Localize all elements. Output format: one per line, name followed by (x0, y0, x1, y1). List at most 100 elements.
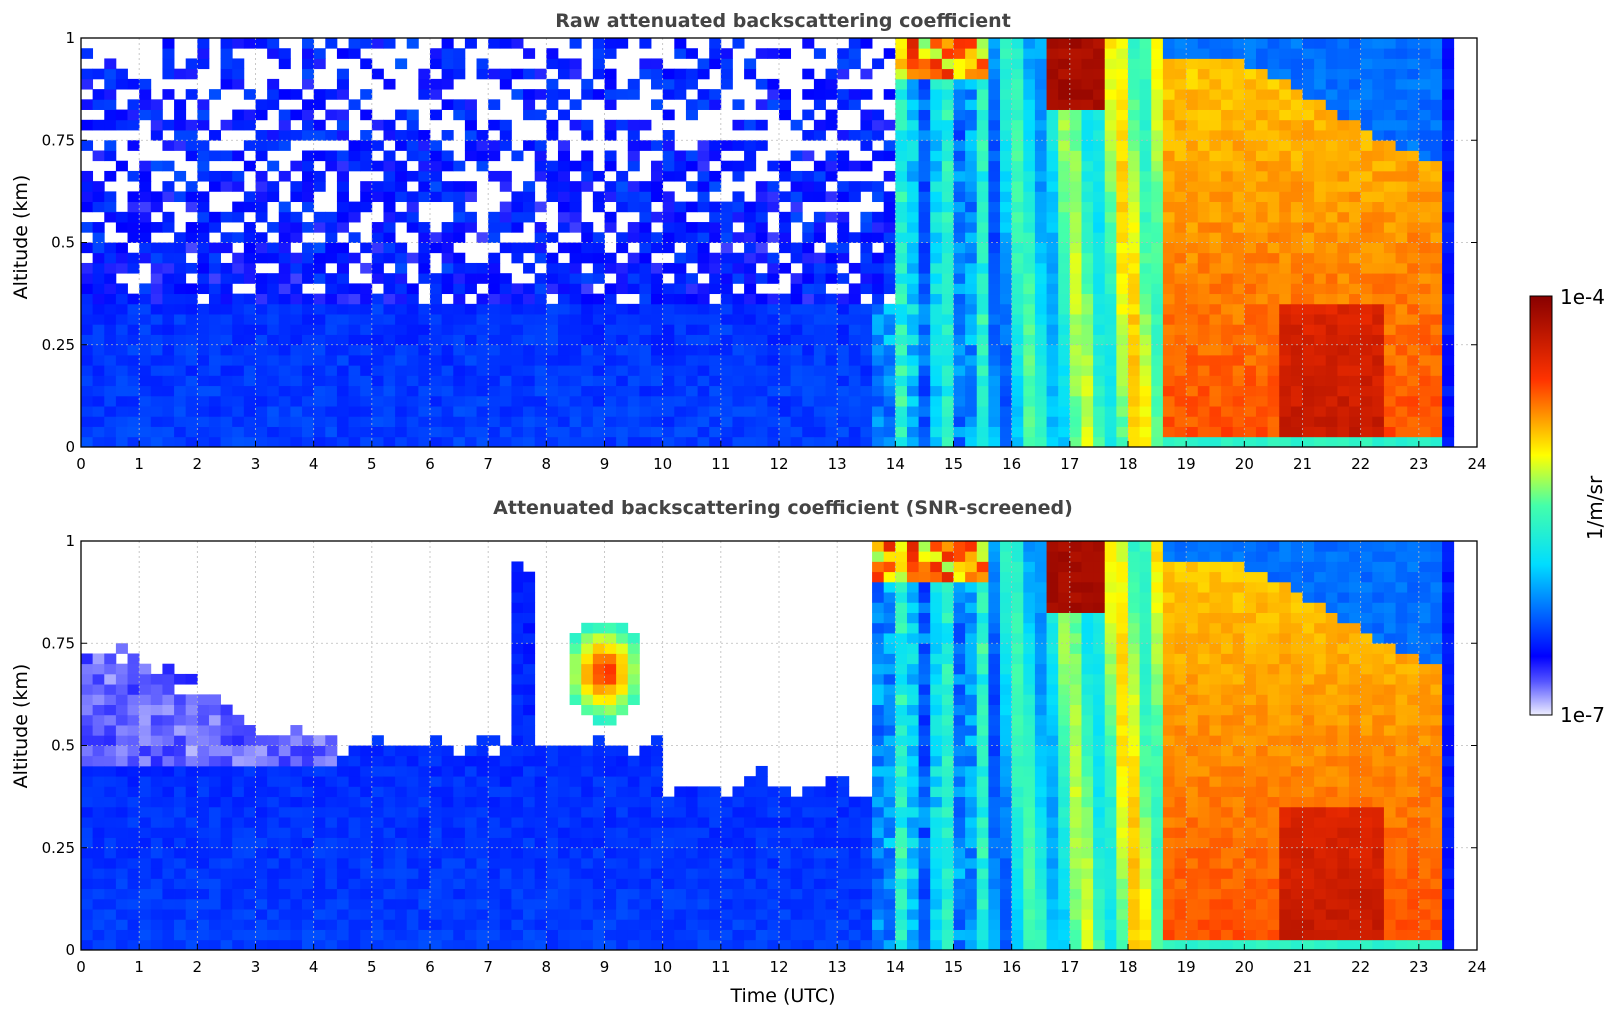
heatmap-cell (162, 786, 175, 798)
heatmap-cell (988, 242, 1001, 254)
heatmap-cell (499, 140, 512, 151)
heatmap-cell (1093, 273, 1106, 284)
heatmap-cell (755, 211, 768, 223)
heatmap-cell (290, 765, 303, 777)
heatmap-cell (511, 919, 524, 930)
heatmap-cell (104, 755, 117, 767)
heatmap-cell (627, 273, 640, 284)
heatmap-cell (883, 354, 896, 366)
heatmap-cell (174, 898, 187, 910)
heatmap-cell (697, 170, 710, 182)
heatmap-cell (406, 919, 419, 930)
heatmap-cell (488, 283, 501, 295)
heatmap-cell (523, 181, 536, 192)
heatmap-cell (290, 909, 303, 920)
heatmap-cell (278, 847, 291, 859)
heatmap-cell (1162, 426, 1175, 438)
heatmap-cell (860, 232, 873, 243)
heatmap-cell (1069, 150, 1082, 162)
heatmap-cell (1151, 314, 1164, 325)
heatmap-cell (267, 354, 280, 366)
heatmap-cell (278, 868, 291, 879)
heatmap-cell (197, 704, 210, 716)
heatmap-cell (255, 765, 268, 777)
heatmap-cell (220, 170, 233, 182)
heatmap-cell (383, 776, 396, 787)
heatmap-cell (976, 38, 989, 49)
heatmap-cell (1395, 181, 1408, 192)
heatmap-cell (1104, 344, 1117, 356)
heatmap-cell (988, 140, 1001, 151)
heatmap-cell (895, 395, 908, 407)
heatmap-cell (1255, 344, 1268, 356)
heatmap-cell (232, 765, 245, 777)
heatmap-cell (1197, 395, 1210, 407)
heatmap-cell (430, 735, 443, 746)
heatmap-cell (278, 303, 291, 315)
heatmap-cell (406, 827, 419, 838)
heatmap-cell (278, 293, 291, 305)
heatmap-cell (1267, 78, 1280, 90)
heatmap-cell (1255, 232, 1268, 243)
heatmap-cell (976, 68, 989, 80)
heatmap-cell (1244, 395, 1257, 407)
heatmap-cell (546, 58, 559, 70)
heatmap-cell (813, 324, 826, 335)
heatmap-cell (1000, 130, 1013, 141)
heatmap-cell (150, 365, 163, 376)
heatmap-cell (1069, 436, 1082, 448)
heatmap-cell (685, 232, 698, 243)
heatmap-cell (546, 232, 559, 243)
heatmap-cell (1128, 303, 1141, 315)
heatmap-cell (860, 119, 873, 131)
heatmap-cell (383, 745, 396, 757)
heatmap-cell (1023, 334, 1036, 346)
heatmap-cell (185, 181, 198, 192)
heatmap-cell (336, 929, 349, 941)
heatmap-cell (813, 375, 826, 387)
heatmap-cell (290, 222, 303, 233)
heatmap-cell (150, 395, 163, 407)
heatmap-cell (662, 262, 675, 274)
heatmap-cell (1255, 262, 1268, 274)
heatmap-cell (1197, 406, 1210, 417)
heatmap-cell (243, 857, 256, 869)
heatmap-cell (406, 211, 419, 223)
heatmap-cell (127, 385, 140, 397)
heatmap-cell (1000, 252, 1013, 264)
heatmap-cell (208, 262, 221, 274)
heatmap-cell (1209, 191, 1222, 203)
heatmap-cell (441, 776, 454, 787)
heatmap-cell (464, 837, 477, 849)
heatmap-cell (267, 929, 280, 941)
heatmap-cell (860, 130, 873, 141)
heatmap-cell (1255, 109, 1268, 121)
heatmap-cell (709, 385, 722, 397)
heatmap-cell (1372, 262, 1385, 274)
heatmap-cell (290, 416, 303, 427)
heatmap-cell (1139, 283, 1152, 295)
heatmap-cell (1255, 303, 1268, 315)
heatmap-cell (476, 888, 489, 900)
heatmap-cell (1267, 324, 1280, 335)
heatmap-cell (674, 48, 687, 59)
heatmap-cell (883, 119, 896, 131)
heatmap-cell (1325, 283, 1338, 295)
heatmap-cell (441, 68, 454, 80)
heatmap-cell (755, 201, 768, 213)
heatmap-cell (546, 170, 559, 182)
heatmap-cell (81, 426, 94, 438)
heatmap-cell (1244, 130, 1257, 141)
heatmap-cell (581, 436, 594, 448)
heatmap-cell (697, 99, 710, 110)
heatmap-cell (1116, 262, 1129, 274)
heatmap-cell (360, 909, 373, 920)
heatmap-cell (197, 694, 210, 706)
heatmap-cell (918, 58, 931, 70)
heatmap-cell (1442, 119, 1455, 131)
heatmap-cell (371, 38, 384, 49)
heatmap-cell (965, 262, 978, 274)
heatmap-cell (604, 181, 617, 192)
heatmap-cell (348, 776, 361, 787)
heatmap-cell (1442, 211, 1455, 223)
